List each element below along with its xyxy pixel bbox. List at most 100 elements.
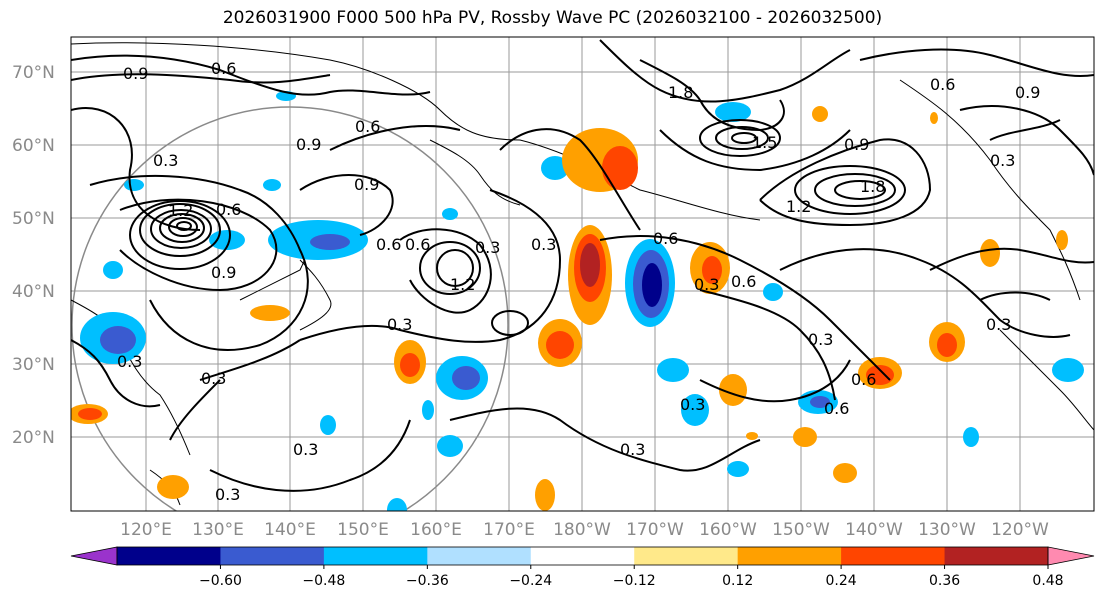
latitude-labels: 70°N 60°N 50°N 40°N 30°N 20°N (12, 63, 55, 448)
lat-label-40n: 40°N (12, 282, 55, 302)
anomaly-blob (937, 333, 957, 357)
anomaly-blob (400, 353, 420, 377)
anomaly-blob (833, 463, 857, 483)
anomaly-blob (930, 112, 938, 124)
anomaly-blob (642, 263, 662, 307)
colorbar-tick-label: −0.12 (613, 573, 656, 589)
lon-label: 130°E (192, 520, 244, 540)
anomaly-blob (980, 239, 1000, 267)
colorbar-segment (117, 547, 221, 565)
anomaly-blob (250, 305, 290, 321)
contour-label: 0.6 (355, 117, 380, 136)
contour-label: 0.3 (620, 440, 645, 459)
lon-label: 140°E (264, 520, 316, 540)
anomaly-blob (681, 394, 709, 426)
anomaly-blob (437, 435, 463, 457)
anomaly-blob (715, 102, 751, 122)
anomaly-blob (546, 331, 574, 359)
contour-label: 0.9 (844, 135, 869, 154)
contour-label: 0.3 (293, 440, 318, 459)
lon-label: 140°W (845, 520, 903, 540)
anomaly-blob (422, 400, 434, 420)
contour-label: 0.9 (123, 64, 148, 83)
lat-label-60n: 60°N (12, 136, 55, 156)
contour-label: 0.6 (824, 399, 849, 418)
reference-circle (71, 106, 509, 511)
colorbar: −0.60 −0.48 −0.36 −0.24 −0.12 0.12 0.24 0.36 0.4… (70, 546, 1095, 589)
contour-label: 0.3 (808, 330, 833, 349)
pv-anomaly-shading (71, 91, 1084, 511)
colorbar-tick-label: 0.48 (1032, 573, 1063, 589)
contour-label: 1.2 (786, 197, 811, 216)
anomaly-blob (763, 283, 783, 301)
anomaly-blob (1056, 230, 1068, 250)
contour-label: 0.6 (930, 75, 955, 94)
lon-label: 130°W (918, 520, 976, 540)
contour-label: 1.2 (168, 201, 193, 220)
anomaly-blob (541, 156, 569, 180)
positive-anomalies (71, 106, 1068, 511)
lon-label: 170°W (626, 520, 684, 540)
colorbar-extend-low (70, 546, 118, 566)
contour-label: 0.6 (405, 235, 430, 254)
coastlines (71, 42, 1094, 506)
anomaly-blob (535, 479, 555, 511)
colorbar-tick-label: 0.12 (722, 573, 753, 589)
contour-label: 0.3 (387, 315, 412, 334)
colorbar-segment (427, 547, 532, 565)
anomaly-blob (810, 396, 830, 408)
anomaly-blob (719, 374, 747, 406)
contour-label: 0.3 (201, 369, 226, 388)
anomaly-blob (387, 498, 407, 511)
contour-label: 0.3 (990, 151, 1015, 170)
anomaly-blob (793, 427, 817, 447)
lat-label-20n: 20°N (12, 428, 55, 448)
contour-label: 0.9 (211, 263, 236, 282)
pv-contours (71, 39, 1094, 492)
anomaly-blob (209, 230, 245, 250)
anomaly-blob (320, 415, 336, 435)
lat-label-70n: 70°N (12, 63, 55, 83)
colorbar-tick-label: 0.36 (929, 573, 960, 589)
anomaly-blob (580, 243, 600, 287)
map-panel: 0.9 0.6 0.3 0.6 0.9 0.3 0.6 0.9 1.2 0.3 … (70, 36, 1095, 512)
lon-label: 170°E (483, 520, 535, 540)
lon-label: 150°E (337, 520, 389, 540)
anomaly-blob (746, 432, 758, 440)
lon-label: 160°E (410, 520, 462, 540)
contour-label-layer: 0.9 0.6 0.3 0.6 0.9 0.3 0.6 0.9 1.2 0.3 … (117, 59, 1040, 504)
colorbar-segment (530, 547, 635, 565)
graticule (71, 37, 1094, 511)
contour-label: 0.6 (653, 229, 678, 248)
contour-label: 1.8 (860, 177, 885, 196)
lon-label: 160°W (699, 520, 757, 540)
longitude-labels: 120°E 130°E 140°E 150°E 160°E 170°E 180°… (120, 520, 1049, 540)
contour-label: 0.3 (680, 395, 705, 414)
map-title: 2026031900 F000 500 hPa PV, Rossby Wave … (222, 8, 883, 28)
anomaly-blob (78, 408, 102, 420)
contour-label: 0.3 (531, 235, 556, 254)
contour-label: 0.3 (694, 275, 719, 294)
colorbar-segment (841, 547, 946, 565)
contour-label: 0.3 (117, 352, 142, 371)
contour-label: 0.3 (475, 238, 500, 257)
anomaly-blob (657, 358, 689, 382)
contour-label: 0.6 (211, 59, 236, 78)
contour-label: 0.6 (216, 200, 241, 219)
contour-label: 1.2 (450, 275, 475, 294)
lon-label: 150°W (772, 520, 830, 540)
contour-label: 0.6 (851, 370, 876, 389)
contour-label: 1.8 (668, 83, 693, 102)
contour-label: 0.9 (354, 175, 379, 194)
colorbar-segment (323, 547, 428, 565)
anomaly-blob (702, 256, 722, 284)
contour-label: 0.9 (296, 135, 321, 154)
anomaly-blob (442, 208, 458, 220)
anomaly-blob (452, 366, 480, 390)
anomaly-blob (1052, 358, 1084, 382)
colorbar-tick-label: −0.24 (509, 573, 552, 589)
colorbar-extend-high (1047, 546, 1095, 566)
anomaly-blob (812, 106, 828, 122)
contour-label: 0.3 (986, 315, 1011, 334)
